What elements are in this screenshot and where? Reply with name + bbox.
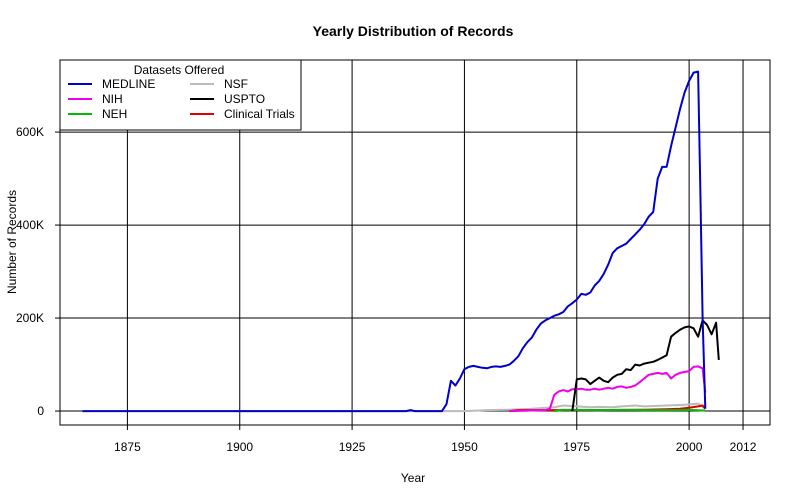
x-tick-label: 1900 bbox=[226, 440, 253, 454]
y-tick-label: 600K bbox=[16, 125, 44, 139]
y-axis-label: Number of Records bbox=[5, 190, 19, 294]
x-tick-label: 1975 bbox=[563, 440, 590, 454]
legend-label-nsf: NSF bbox=[224, 77, 248, 91]
series-lines bbox=[82, 70, 720, 413]
legend-label-clinical-trials: Clinical Trials bbox=[224, 107, 295, 121]
series-line-medline bbox=[82, 70, 707, 413]
series-line-neh bbox=[554, 408, 706, 413]
x-tick-label: 2000 bbox=[676, 440, 703, 454]
legend-label-medline: MEDLINE bbox=[102, 77, 155, 91]
y-tick-label: 200K bbox=[16, 311, 44, 325]
legend-label-nih: NIH bbox=[102, 92, 123, 106]
legend-label-neh: NEH bbox=[102, 107, 127, 121]
x-tick-label: 1950 bbox=[451, 440, 478, 454]
x-tick-label: 2012 bbox=[730, 440, 757, 454]
chart-title: Yearly Distribution of Records bbox=[313, 23, 514, 39]
x-tick-label: 1925 bbox=[339, 440, 366, 454]
plot-frame bbox=[59, 59, 771, 426]
legend-label-uspto: USPTO bbox=[224, 92, 265, 106]
series-line-nsf bbox=[235, 402, 706, 413]
x-axis: 1875 1900 1925 1950 1975 2000 2012 bbox=[114, 425, 757, 454]
y-axis: 0 200K 400K 600K bbox=[16, 125, 60, 418]
series-line-uspto bbox=[571, 319, 720, 412]
x-tick-label: 1875 bbox=[114, 440, 141, 454]
y-tick-label: 400K bbox=[16, 218, 44, 232]
x-axis-label: Year bbox=[401, 471, 425, 485]
y-tick-label: 0 bbox=[37, 404, 44, 418]
legend-title: Datasets Offered bbox=[134, 63, 225, 77]
series-line-nih bbox=[509, 365, 707, 413]
legend-box bbox=[59, 59, 302, 131]
